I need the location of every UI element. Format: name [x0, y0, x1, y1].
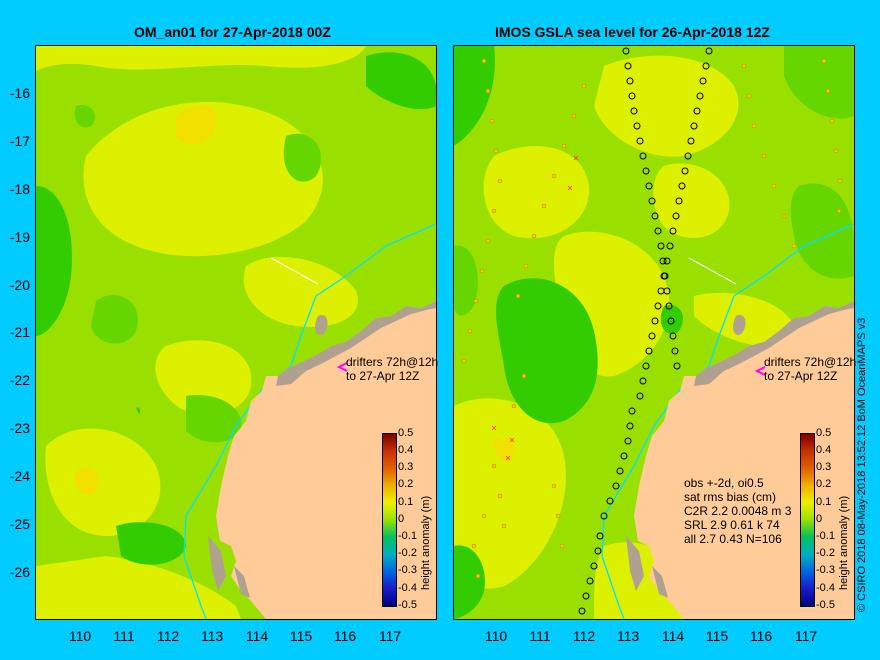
x-tick-label: 110 — [68, 628, 92, 644]
colorbar-tick: -0.1 — [816, 530, 835, 542]
colorbar-tick: 0.3 — [398, 461, 414, 473]
colorbar-tick: 0.2 — [816, 478, 832, 490]
y-tick-label: -16 — [9, 85, 30, 101]
colorbar-tick: -0.5 — [398, 599, 417, 611]
stats-line: all 2.7 0.43 N=106 — [684, 532, 782, 546]
x-tick-label: 110 — [484, 628, 508, 644]
x-tick-label: 115 — [705, 628, 729, 644]
x-tick-label: 111 — [113, 628, 135, 644]
drifter-arrow-icon — [755, 366, 766, 376]
y-tick-label: -23 — [9, 420, 30, 436]
colorbar-tick: 0.1 — [398, 496, 414, 508]
x-tick-label: 116 — [333, 628, 357, 644]
colorbar-tick: 0 — [398, 513, 405, 525]
x-tick-label: 114 — [245, 628, 269, 644]
y-tick-label: -24 — [9, 468, 30, 484]
x-tick-label: 117 — [794, 628, 818, 644]
left-map-panel[interactable] — [35, 45, 437, 620]
x-tick-label: 117 — [378, 628, 402, 644]
colorbar-tick: -0.4 — [398, 582, 417, 594]
right-drifter-note-line1: drifters 72h@12h — [764, 355, 857, 369]
colorbar-tick: -0.4 — [816, 582, 835, 594]
y-tick-label: -26 — [9, 564, 30, 580]
x-tick-label: 116 — [749, 628, 773, 644]
colorbar-tick: -0.3 — [398, 564, 417, 576]
satellite-track-c — [461, 58, 843, 579]
x-tick-label: 112 — [572, 628, 596, 644]
x-tick-label: 112 — [156, 628, 180, 644]
y-tick-label: -25 — [9, 516, 30, 532]
stats-line: sat rms bias (cm) — [684, 490, 777, 504]
y-tick-label: -22 — [9, 372, 30, 388]
right-panel-title: IMOS GSLA sea level for 26-Apr-2018 12Z — [495, 24, 770, 40]
satellite-track-a — [578, 47, 681, 615]
colorbar-gradient — [382, 433, 397, 607]
x-tick-label: 113 — [200, 628, 224, 644]
colorbar-tick: -0.2 — [398, 547, 417, 559]
y-tick-label: -17 — [9, 133, 30, 149]
colorbar-tick: 0.4 — [816, 444, 832, 456]
x-tick-label: 114 — [661, 628, 685, 644]
colorbar-tick: 0.5 — [398, 427, 414, 439]
x-tick-label: 115 — [289, 628, 313, 644]
left-field-map — [36, 46, 436, 619]
colorbar-title: height anomaly (m) — [838, 495, 850, 590]
colorbar-tick: 0 — [816, 513, 823, 525]
colorbar-tick: 0.4 — [398, 444, 414, 456]
x-tick-label: 111 — [529, 628, 551, 644]
colorbar-tick: 0.2 — [398, 478, 414, 490]
colorbar-gradient — [800, 433, 815, 607]
right-map-panel[interactable] — [453, 45, 855, 620]
left-drifter-note-line1: drifters 72h@12h — [346, 355, 439, 369]
colorbar-tick: 0.3 — [816, 461, 832, 473]
satellite-track-d — [491, 155, 579, 461]
colorbar-title: height anomaly (m) — [420, 495, 432, 590]
colorbar-tick: -0.5 — [816, 599, 835, 611]
y-tick-label: -18 — [9, 181, 30, 197]
colorbar-tick: 0.5 — [816, 427, 832, 439]
stats-line: SRL 2.9 0.61 k 74 — [684, 518, 780, 532]
stats-line: obs +-2d, oi0.5 — [684, 476, 764, 490]
right-field-map — [454, 46, 854, 619]
satellite-track-b — [636, 47, 713, 400]
colorbar-tick: -0.3 — [816, 564, 835, 576]
left-drifter-note-line2: to 27-Apr 12Z — [346, 369, 420, 383]
colorbar-tick: -0.2 — [816, 547, 835, 559]
y-tick-label: -19 — [9, 229, 30, 245]
y-tick-label: -21 — [9, 324, 30, 340]
credit-text: © CSIRO 2018 08-May-2018 13:52:12 BoM Oc… — [856, 317, 868, 612]
colorbar-tick: 0.1 — [816, 496, 832, 508]
colorbar-tick: -0.1 — [398, 530, 417, 542]
y-tick-label: -20 — [9, 277, 30, 293]
left-panel-title: OM_an01 for 27-Apr-2018 00Z — [134, 24, 331, 40]
drifter-arrow-icon — [337, 362, 348, 372]
stats-line: C2R 2.2 0.0048 m 3 — [684, 504, 792, 518]
right-drifter-note-line2: to 27-Apr 12Z — [764, 369, 838, 383]
x-tick-label: 113 — [616, 628, 640, 644]
